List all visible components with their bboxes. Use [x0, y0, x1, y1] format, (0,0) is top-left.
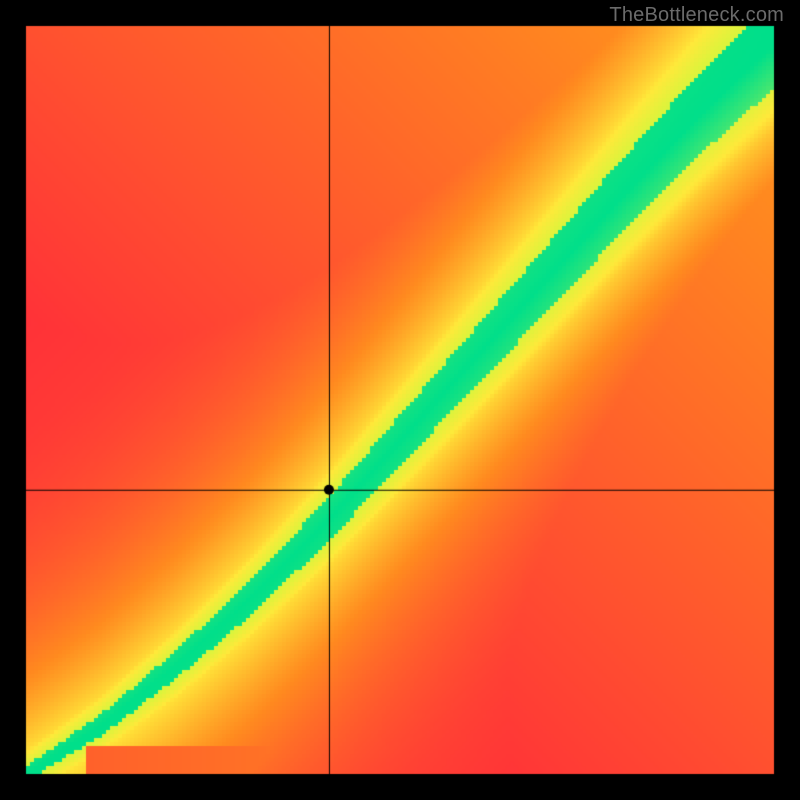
chart-container: TheBottleneck.com [0, 0, 800, 800]
watermark-text: TheBottleneck.com [609, 4, 784, 27]
heatmap-canvas [0, 0, 800, 800]
